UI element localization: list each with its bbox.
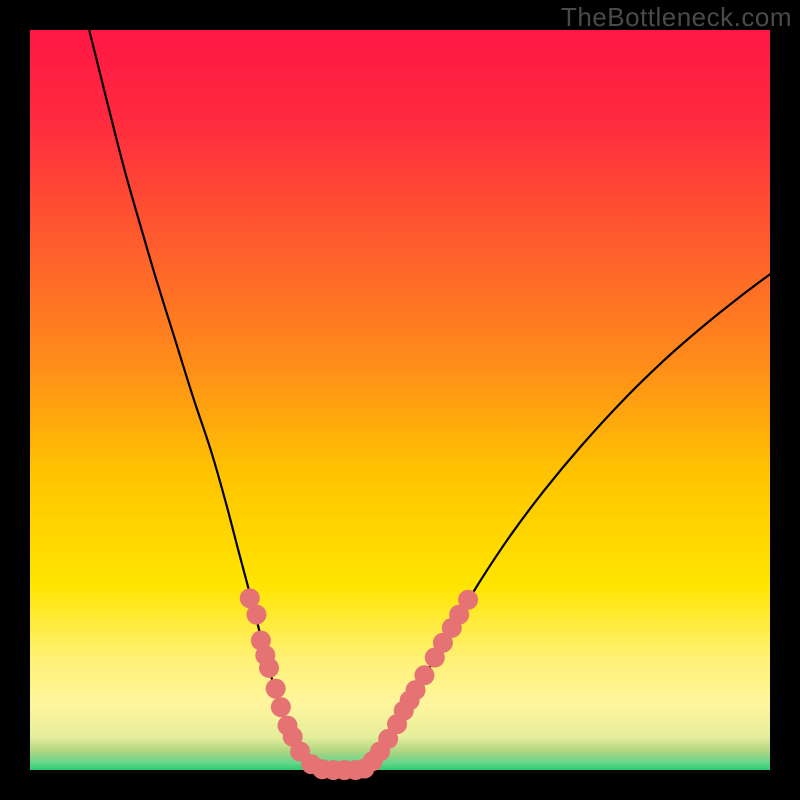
data-marker <box>414 665 434 685</box>
data-marker <box>255 645 275 665</box>
watermark-text: TheBottleneck.com <box>561 2 792 33</box>
data-marker <box>246 605 266 625</box>
chart-container: TheBottleneck.com <box>0 0 800 800</box>
data-marker <box>271 697 291 717</box>
bottleneck-chart <box>0 0 800 800</box>
data-marker <box>266 679 286 699</box>
plot-gradient <box>30 30 770 770</box>
data-marker <box>458 590 478 610</box>
